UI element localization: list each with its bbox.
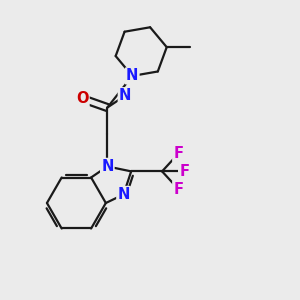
- Text: N: N: [117, 187, 130, 202]
- Text: F: F: [173, 146, 183, 161]
- Text: N: N: [119, 88, 131, 103]
- Text: N: N: [101, 159, 113, 174]
- Text: N: N: [126, 68, 139, 83]
- Text: F: F: [179, 164, 189, 179]
- Text: F: F: [173, 182, 183, 196]
- Text: O: O: [76, 91, 88, 106]
